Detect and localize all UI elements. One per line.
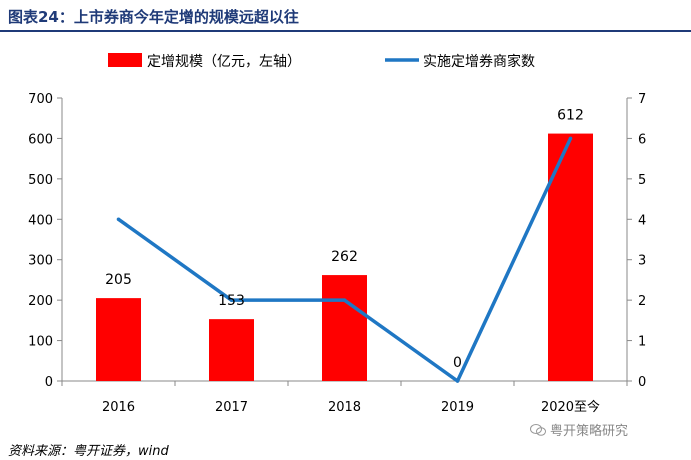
data-labels: 205 153 262 0 612: [105, 108, 584, 371]
line-point: [342, 298, 347, 302]
combo-chart: 定增规模（亿元，左轴） 实施定增券商家数 01002003004005006007…: [28, 53, 646, 415]
bar-data-label: 205: [105, 272, 132, 288]
chart-title: 图表24：上市券商今年定增的规模远超以往: [8, 8, 299, 26]
x-axis-tick-label: 2017: [215, 400, 248, 415]
right-axis-tick-label: 6: [638, 132, 646, 147]
watermark-text: 粤开策略研究: [550, 424, 629, 439]
line-point: [116, 217, 121, 222]
line-series: [116, 136, 573, 383]
right-axis-tick-label: 1: [638, 335, 646, 350]
bar: [96, 298, 141, 381]
left-axis-tick-label: 200: [28, 294, 53, 309]
bar-data-label: 612: [557, 108, 584, 124]
left-axis-tick-label: 700: [28, 92, 53, 107]
right-axis-tick-label: 5: [638, 173, 646, 188]
left-axis-tick-label: 300: [28, 254, 53, 269]
x-axis-tick-label: 2016: [102, 400, 135, 415]
right-axis-tick-label: 4: [638, 213, 646, 228]
left-axis-tick-label: 100: [28, 335, 53, 350]
legend-bar-swatch: [108, 53, 142, 67]
title-divider: [0, 30, 691, 32]
bar-series: [96, 133, 593, 381]
right-axis-tick-label: 3: [638, 254, 646, 269]
x-axis-tick-label: 2020至今: [541, 399, 600, 415]
right-axis-tick-label: 7: [638, 92, 646, 107]
bar-data-label: 0: [453, 355, 462, 371]
bar: [209, 319, 254, 381]
right-axis-tick-label: 2: [638, 294, 646, 309]
bar: [548, 133, 593, 381]
line-point: [229, 298, 234, 302]
watermark: 粤开策略研究: [530, 420, 628, 439]
right-axis-tick-label: 0: [638, 375, 646, 390]
source-note: 资料来源：粤开证券，wind: [8, 444, 169, 459]
bar-data-label: 262: [331, 249, 358, 265]
x-axis-tick-label: 2019: [441, 400, 474, 415]
legend-bar-label: 定增规模（亿元，左轴）: [147, 54, 301, 70]
left-axis-tick-label: 500: [28, 173, 53, 188]
wechat-icon: [530, 423, 546, 436]
axes: 0 100 200 300 400 500 600 700 0 1 2 3 4 5 6 7 2016 2017 20…: [28, 92, 646, 415]
x-axis-tick-label: 2018: [328, 400, 361, 415]
line-point: [568, 136, 573, 141]
line-point: [455, 379, 460, 383]
bar: [322, 275, 367, 381]
left-axis-tick-label: 0: [45, 375, 53, 390]
left-axis-tick-label: 600: [28, 132, 53, 147]
legend-line-label: 实施定增券商家数: [423, 53, 535, 70]
legend: 定增规模（亿元，左轴） 实施定增券商家数: [108, 53, 535, 70]
bar-data-label: 153: [218, 293, 245, 309]
left-axis-tick-label: 400: [28, 213, 53, 228]
